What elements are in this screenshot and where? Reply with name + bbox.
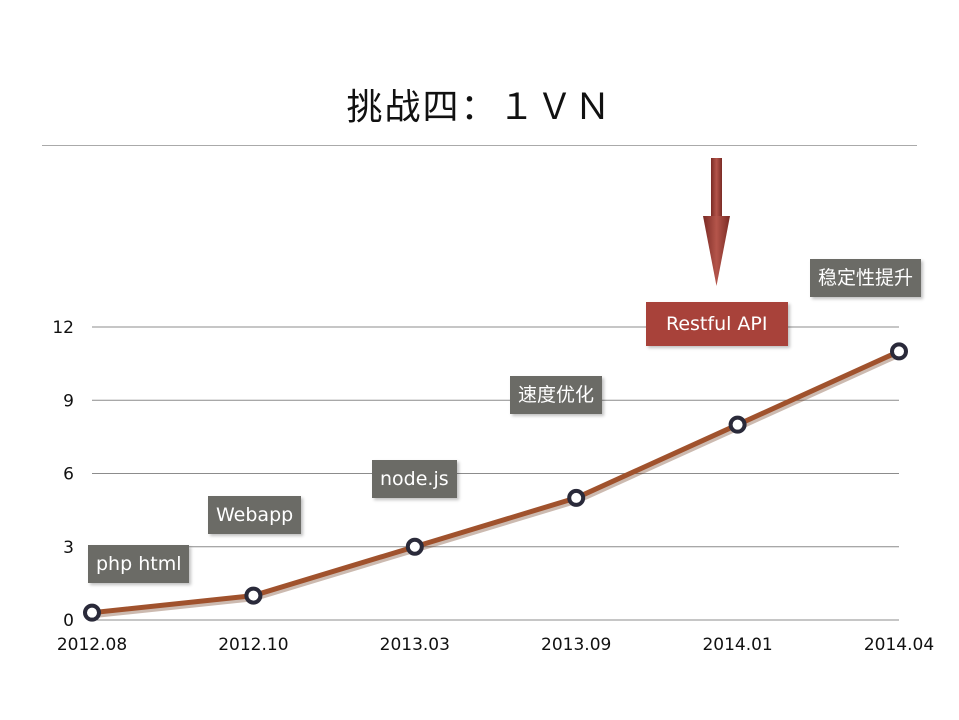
data-point (405, 537, 424, 556)
y-tick-label: 6 (63, 465, 74, 485)
y-tick-labels: 0 3 6 9 12 (52, 318, 74, 631)
data-point (244, 586, 263, 605)
y-tick-label: 9 (63, 391, 74, 411)
series-line (89, 348, 902, 616)
y-tick-label: 0 (63, 611, 74, 631)
grid-layer (92, 326, 899, 621)
y-tick-label: 12 (52, 318, 74, 338)
x-tick-label: 2014.01 (702, 635, 772, 655)
x-tick-labels: 2012.08 2012.10 2013.03 2013.09 2014.01 2014.… (57, 635, 934, 655)
annotation-label: 速度优化 (510, 376, 603, 414)
annotation-label: Restful API (646, 302, 788, 346)
data-point (567, 488, 586, 507)
annotation-label: Webapp (208, 496, 302, 534)
x-tick-label: 2014.04 (864, 635, 934, 655)
x-tick-label: 2012.08 (57, 635, 127, 655)
x-tick-label: 2013.03 (380, 635, 450, 655)
data-point (728, 415, 747, 434)
annotation-label: 稳定性提升 (810, 259, 922, 297)
series-layer (89, 348, 904, 619)
data-point (83, 603, 101, 622)
annotation-label: php html (88, 545, 190, 583)
marker-layer (83, 342, 908, 622)
x-tick-label: 2012.10 (218, 635, 288, 655)
data-point (890, 342, 908, 361)
annotation-label: node.js (372, 460, 457, 498)
slide-title: 挑战四：１ＶＮ (346, 87, 613, 128)
title-divider (42, 145, 917, 146)
x-tick-label: 2013.09 (541, 635, 611, 655)
down-arrow-icon (703, 158, 730, 286)
series-line-shadow (89, 349, 904, 619)
y-tick-label: 3 (63, 538, 74, 558)
